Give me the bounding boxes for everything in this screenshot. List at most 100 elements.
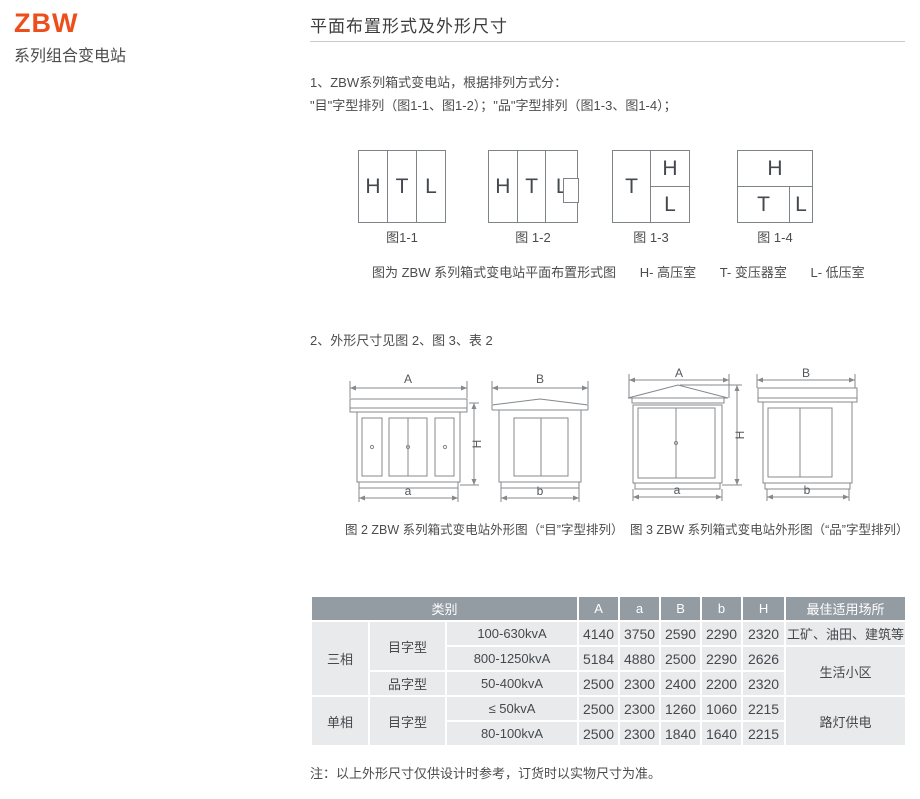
figure-1-2-diagram: H T L bbox=[488, 150, 579, 223]
figure-1-1-diagram: H T L bbox=[358, 150, 446, 223]
value-A: 4140 bbox=[577, 620, 621, 647]
shape-cell: 品字型 bbox=[368, 670, 447, 697]
value-H: 2320 bbox=[741, 620, 787, 647]
header-H: H bbox=[741, 595, 787, 622]
figure-1-4-label: 图 1-4 bbox=[757, 230, 793, 245]
dim-label-b: b bbox=[804, 483, 811, 497]
shape-cell: 目字型 bbox=[368, 620, 447, 672]
value-b: 2290 bbox=[700, 620, 744, 647]
phase-cell: 单相 bbox=[310, 695, 370, 747]
usage-cell: 生活小区 bbox=[784, 645, 908, 697]
plan-caption-main: 图为 ZBW 系列箱式变电站平面布置形式图 bbox=[372, 265, 617, 280]
header-a: a bbox=[618, 595, 662, 622]
figure-2-caption: 图 2 ZBW 系列箱式变电站外形图（“目”字型排列） bbox=[345, 523, 624, 537]
value-B: 2400 bbox=[659, 670, 703, 697]
header-category: 类别 bbox=[309, 595, 580, 622]
fig2-side-view: B b bbox=[491, 372, 589, 502]
room-t: T bbox=[518, 151, 547, 222]
phase-cell: 三相 bbox=[310, 620, 370, 697]
value-a: 2300 bbox=[618, 720, 662, 747]
room-l: L bbox=[555, 174, 568, 198]
value-b: 1640 bbox=[700, 720, 744, 747]
figure-3-caption: 图 3 ZBW 系列箱式变电站外形图（“品”字型排列） bbox=[630, 523, 909, 537]
figure-1-3-diagram: T H L bbox=[612, 150, 690, 223]
value-B: 1260 bbox=[659, 695, 703, 722]
room-h: H bbox=[738, 151, 812, 187]
capacity-cell: 100-630kvA bbox=[444, 620, 580, 647]
shape-cell: 目字型 bbox=[368, 695, 447, 747]
dim-label-H: H bbox=[470, 440, 484, 449]
room-t: T bbox=[613, 151, 651, 222]
table-row: 三相 目字型 100-630kvA 4140 3750 2590 2290 23… bbox=[310, 620, 908, 697]
header-A: A bbox=[577, 595, 621, 622]
room-l: L bbox=[795, 192, 807, 216]
value-a: 2300 bbox=[618, 670, 662, 697]
paragraph-arrangement-1: 1、ZBW系列箱式变电站，根据排列方式分： bbox=[310, 75, 568, 90]
dim-label-H: H bbox=[733, 431, 747, 440]
dim-label-b: b bbox=[537, 484, 544, 498]
dim-label-B: B bbox=[802, 368, 810, 380]
section-divider bbox=[310, 41, 905, 42]
value-b: 2290 bbox=[700, 645, 744, 672]
legend-h: H- 高压室 bbox=[639, 265, 697, 280]
dim-label-A: A bbox=[675, 368, 683, 380]
dim-label-a: a bbox=[674, 483, 681, 497]
value-H: 2215 bbox=[741, 720, 787, 747]
value-b: 2200 bbox=[700, 670, 744, 697]
table-row: 800-1250kvA 5184 4880 2500 2290 2626 生活小… bbox=[311, 645, 908, 697]
outline-drawings: A H a B bbox=[349, 368, 858, 502]
brand-subtitle: 系列组合变电站 bbox=[14, 48, 127, 65]
value-A: 5184 bbox=[577, 645, 621, 672]
table-row: 单相 目字型 ≤ 50kvA 2500 2300 1260 1060 2215 … bbox=[310, 695, 908, 747]
side-extension-box bbox=[563, 178, 579, 203]
section-title: 平面布置形式及外形尺寸 bbox=[310, 17, 508, 36]
dim-label-a: a bbox=[405, 484, 412, 498]
value-H: 2626 bbox=[741, 645, 787, 672]
fig3-front-view: A H a bbox=[627, 368, 747, 501]
fig2-front-view: A H a bbox=[349, 372, 484, 502]
figure-1-2-label: 图 1-2 bbox=[515, 230, 551, 245]
room-t: T bbox=[388, 151, 417, 222]
paragraph-outline-dims: 2、外形尺寸见图 2、图 3、表 2 bbox=[310, 333, 493, 348]
value-H: 2320 bbox=[741, 670, 787, 697]
room-h: H bbox=[489, 151, 518, 222]
capacity-cell: ≤ 50kvA bbox=[444, 695, 580, 722]
figure-1-3-label: 图 1-3 bbox=[633, 230, 669, 245]
plan-figures-caption: 图为 ZBW 系列箱式变电站平面布置形式图 H- 高压室 T- 变压器室 L- … bbox=[372, 262, 865, 281]
footnote: 注：以上外形尺寸仅供设计时参考，订货时以实物尺寸为准。 bbox=[310, 766, 662, 781]
value-A: 2500 bbox=[577, 720, 621, 747]
fig3-side-view: B b bbox=[756, 368, 858, 501]
room-l: L bbox=[664, 192, 676, 216]
room-l: L bbox=[425, 174, 437, 198]
value-A: 2500 bbox=[577, 670, 621, 697]
table-row: 80-100kvA 2500 2300 1840 1640 2215 bbox=[311, 720, 906, 747]
capacity-cell: 80-100kvA bbox=[444, 720, 580, 747]
value-a: 3750 bbox=[618, 620, 662, 647]
room-t: T bbox=[738, 187, 790, 222]
value-b: 1060 bbox=[700, 695, 744, 722]
value-B: 1840 bbox=[659, 720, 703, 747]
table-row: 品字型 50-400kvA 2500 2300 2400 2200 2320 bbox=[311, 670, 906, 697]
value-a: 4880 bbox=[618, 645, 662, 672]
dim-label-B: B bbox=[536, 372, 544, 386]
value-A: 2500 bbox=[577, 695, 621, 722]
figure-1-1-label: 图1-1 bbox=[386, 230, 418, 245]
capacity-cell: 800-1250kvA bbox=[444, 645, 580, 672]
usage-cell: 路灯供电 bbox=[784, 695, 908, 747]
legend-t: T- 变压器室 bbox=[719, 265, 787, 280]
capacity-cell: 50-400kvA bbox=[444, 670, 580, 697]
brand-title: ZBW bbox=[14, 8, 79, 38]
usage-cell: 工矿、油田、建筑等 bbox=[784, 620, 908, 647]
header-B: B bbox=[659, 595, 703, 622]
figure-1-4-diagram: H T L bbox=[737, 150, 813, 223]
value-B: 2590 bbox=[659, 620, 703, 647]
value-H: 2215 bbox=[741, 695, 787, 722]
legend-l: L- 低压室 bbox=[810, 265, 865, 280]
value-B: 2500 bbox=[659, 645, 703, 672]
table-header-row: 类别 A a B b H 最佳适用场所 bbox=[309, 595, 908, 622]
value-a: 2300 bbox=[618, 695, 662, 722]
paragraph-arrangement-2: "目"字型排列（图1-1、图1-2）；"品"字型排列（图1-3、图1-4）； bbox=[310, 98, 677, 113]
header-usage: 最佳适用场所 bbox=[784, 595, 908, 622]
room-h: H bbox=[359, 151, 388, 222]
